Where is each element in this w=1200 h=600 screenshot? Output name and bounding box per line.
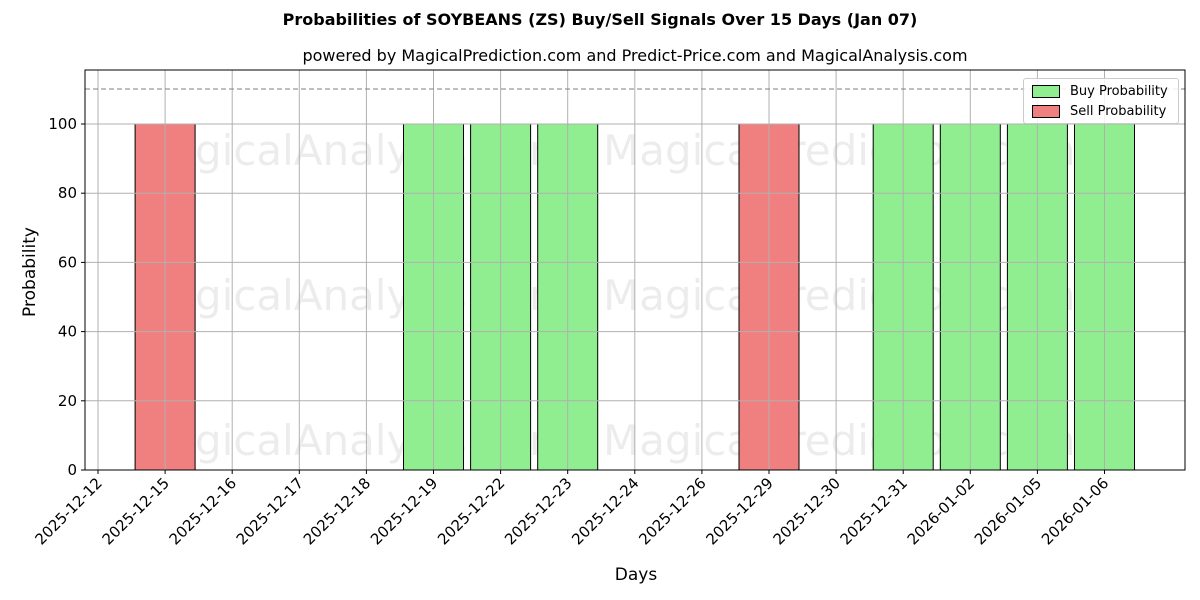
- x-tick-label: 2025-12-18: [300, 474, 374, 548]
- x-tick-label: 2025-12-12: [31, 474, 105, 548]
- legend: Buy Probability Sell Probability: [1023, 78, 1179, 124]
- x-tick-label: 2025-12-26: [635, 474, 709, 548]
- x-tick-label: 2025-12-19: [367, 474, 441, 548]
- x-tick-label: 2026-01-06: [1038, 474, 1112, 548]
- x-tick-label: 2025-12-24: [568, 474, 642, 548]
- watermark-layer: MagicalAnalysis.com MagicalPrediction.com…: [133, 126, 1076, 465]
- x-tick-label: 2026-01-05: [971, 474, 1045, 548]
- y-tick-label: 80: [58, 184, 77, 202]
- x-tick-label: 2025-12-31: [837, 474, 911, 548]
- legend-item-sell: Sell Probability: [1032, 102, 1166, 120]
- y-tick-label: 20: [58, 392, 77, 410]
- x-tick-label: 2025-12-16: [166, 474, 240, 548]
- watermark-text: MagicalPrediction.com: [603, 416, 1076, 465]
- legend-sell-label: Sell Probability: [1070, 103, 1167, 119]
- y-tick-label: 40: [58, 323, 77, 341]
- buy-swatch-icon: [1032, 84, 1060, 98]
- y-axis-ticks: 0 20 40 60 80 100: [48, 115, 85, 479]
- x-tick-label: 2025-12-30: [770, 474, 844, 548]
- x-tick-label: 2025-12-23: [501, 474, 575, 548]
- legend-item-buy: Buy Probability: [1032, 82, 1168, 100]
- x-axis-ticks: 2025-12-122025-12-152025-12-162025-12-17…: [31, 470, 1112, 548]
- x-tick-label: 2025-12-17: [233, 474, 307, 548]
- y-axis-label: Probability: [20, 227, 40, 317]
- x-axis-label: Days: [615, 565, 658, 585]
- y-tick-label: 100: [48, 115, 77, 133]
- x-tick-label: 2025-12-29: [702, 474, 776, 548]
- watermark-text: MagicalPrediction.com: [603, 271, 1076, 320]
- chart-title: Probabilities of SOYBEANS (ZS) Buy/Sell …: [282, 10, 918, 29]
- x-tick-label: 2026-01-02: [904, 474, 978, 548]
- y-tick-label: 0: [67, 461, 77, 479]
- x-tick-label: 2025-12-22: [434, 474, 508, 548]
- legend-buy-label: Buy Probability: [1070, 83, 1168, 99]
- chart-subtitle: powered by MagicalPrediction.com and Pre…: [302, 46, 968, 65]
- y-tick-label: 60: [58, 253, 77, 271]
- watermark-text: MagicalPrediction.com: [603, 126, 1076, 175]
- sell-swatch-icon: [1032, 104, 1060, 118]
- x-tick-label: 2025-12-15: [99, 474, 173, 548]
